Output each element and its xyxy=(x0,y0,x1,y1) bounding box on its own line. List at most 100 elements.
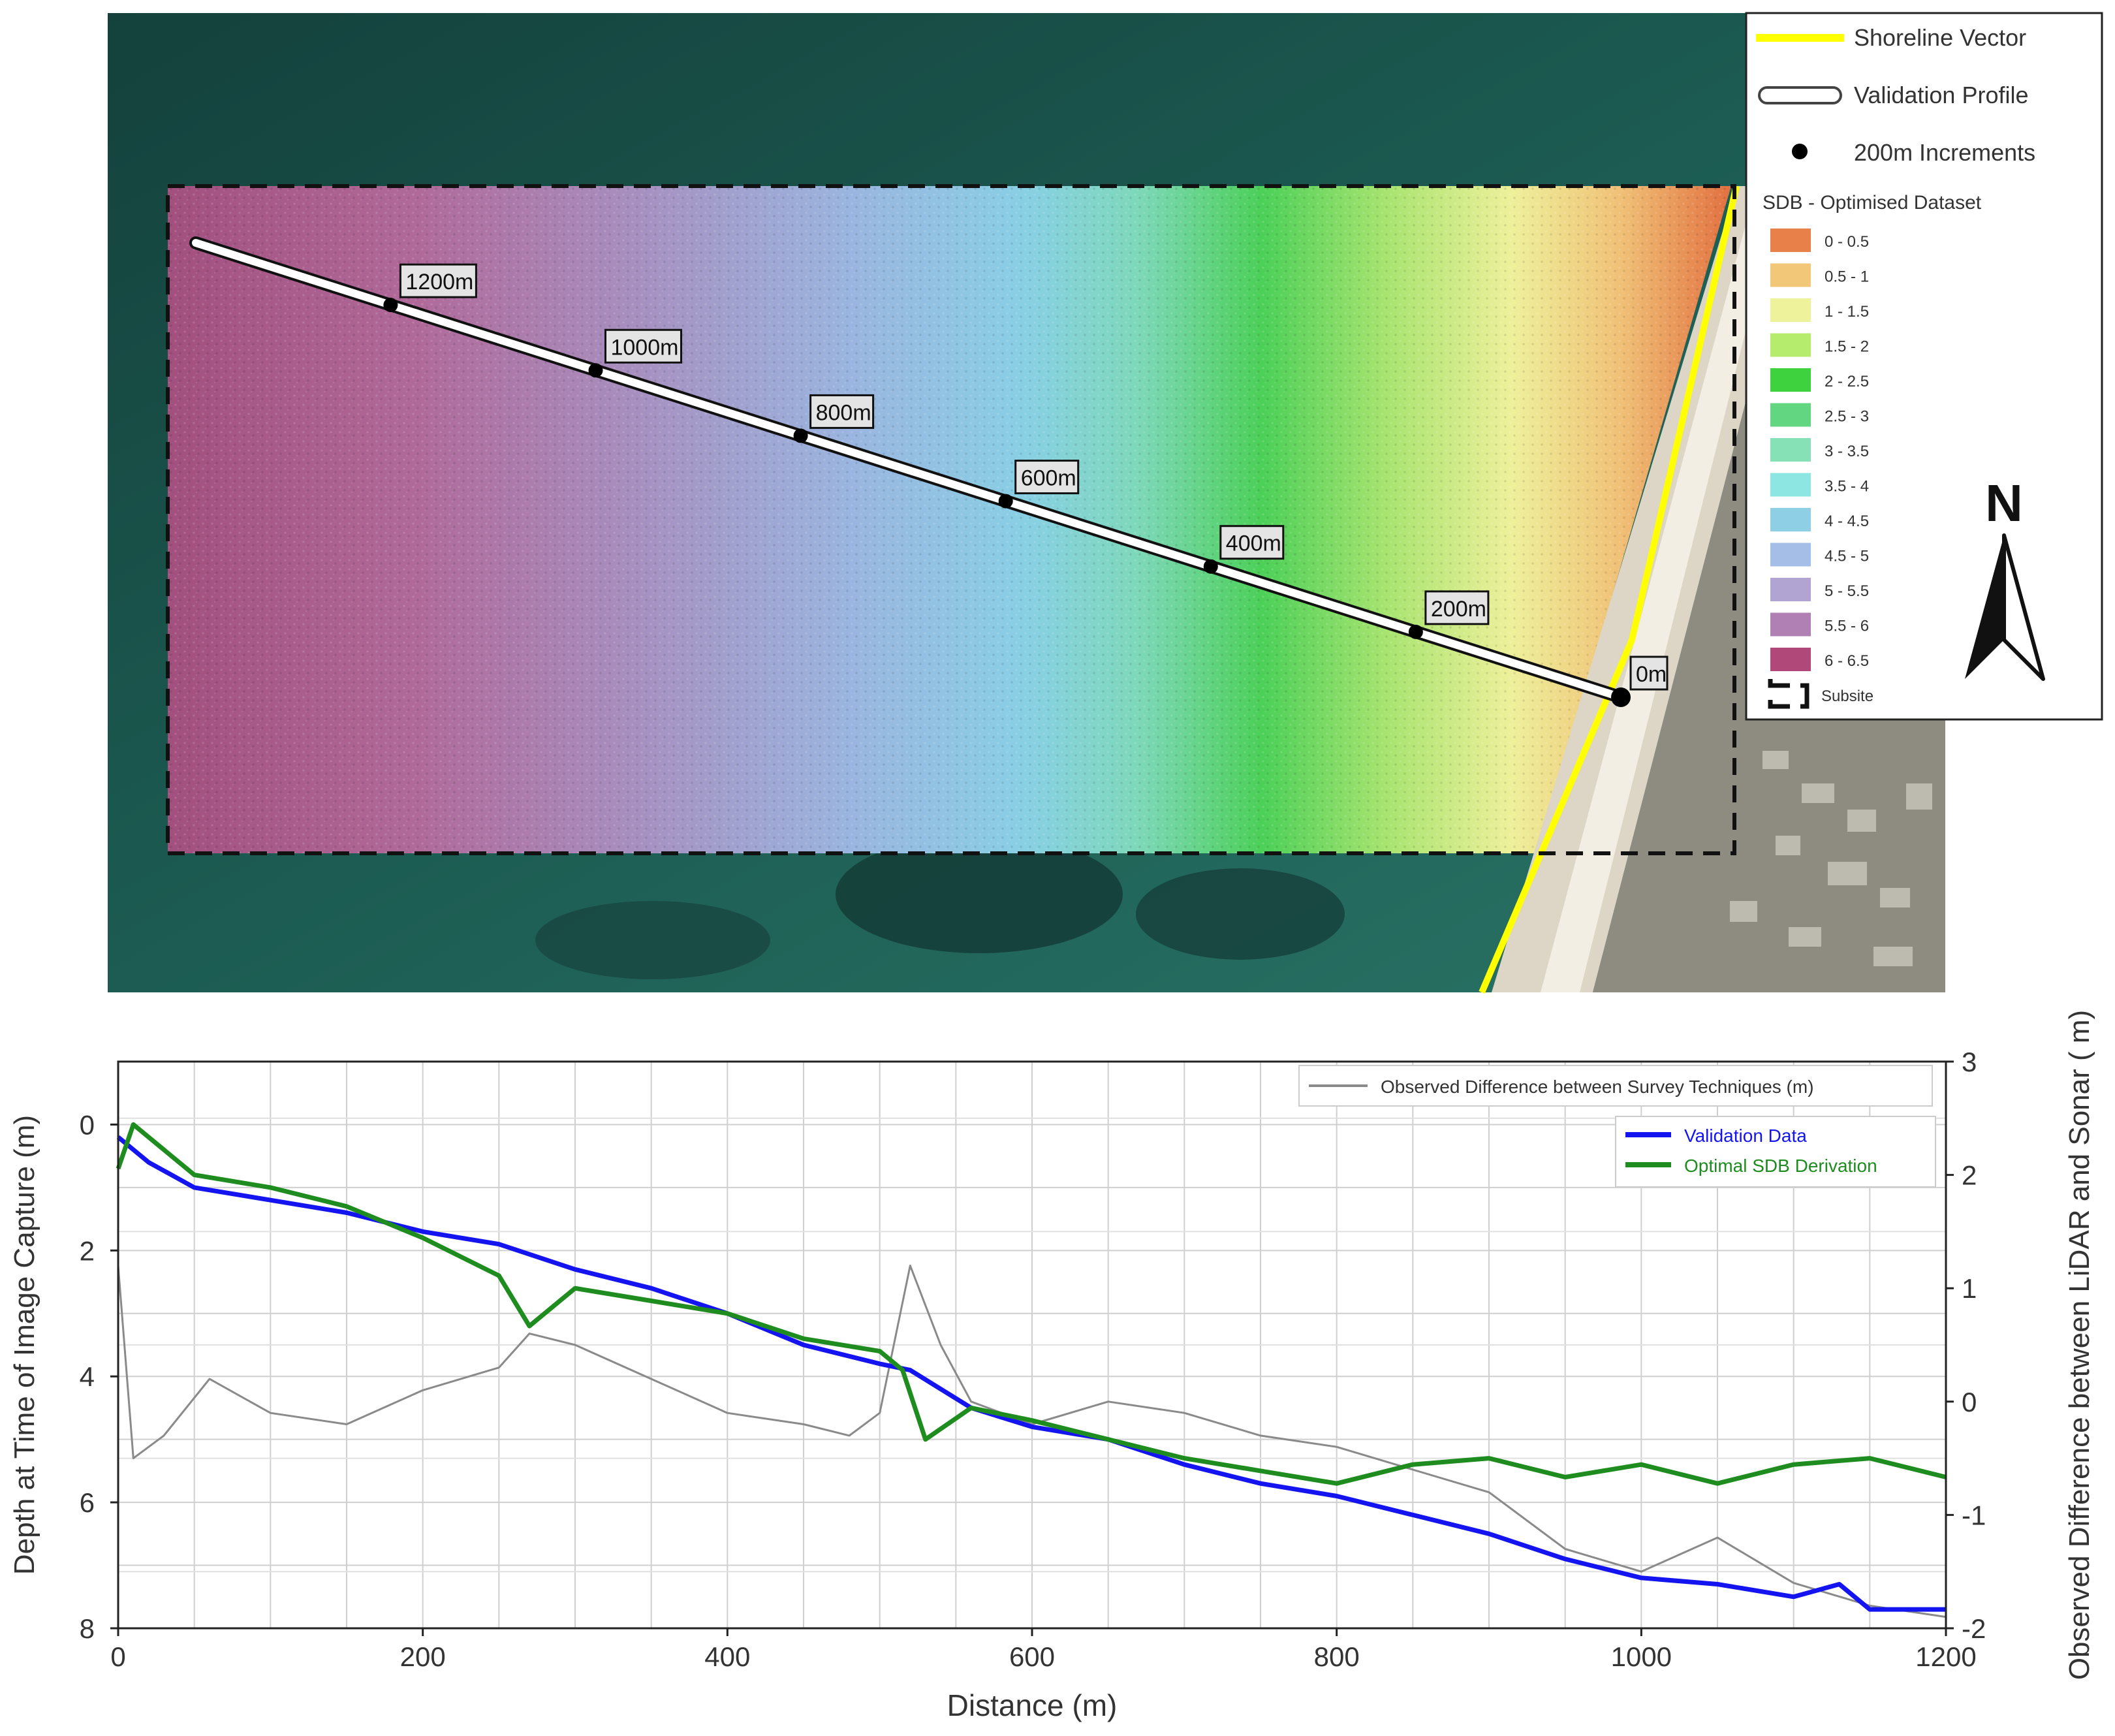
legend-sdb-label: Optimal SDB Derivation xyxy=(1684,1156,1877,1176)
y-left-tick-label: 8 xyxy=(80,1613,95,1644)
marker-label: 1200m xyxy=(405,270,473,294)
north-arrow-icon xyxy=(1965,533,2045,681)
legend-class-swatch xyxy=(1770,229,1811,252)
legend-class-label: 0.5 - 1 xyxy=(1825,268,1869,286)
increment-marker xyxy=(1408,624,1423,639)
north-arrow: N xyxy=(1965,474,2045,681)
marker-label: 200m xyxy=(1431,597,1486,622)
legend-class-swatch xyxy=(1770,403,1811,427)
reef-patch xyxy=(836,836,1123,953)
legend-class-label: 3.5 - 4 xyxy=(1825,478,1869,496)
north-label: N xyxy=(1985,474,2023,532)
increment-marker xyxy=(998,494,1013,509)
legend-class-label: 1.5 - 2 xyxy=(1825,338,1869,356)
legend-class-label: 2.5 - 3 xyxy=(1825,408,1869,426)
legend-increments-label: 200m Increments xyxy=(1854,139,2035,166)
buildings xyxy=(1730,751,1932,966)
validation-profile xyxy=(192,239,1625,701)
legend-extent-label: Subsite xyxy=(1821,687,1873,705)
legend-top-box xyxy=(1298,1065,1933,1107)
legend-class-swatch xyxy=(1770,508,1811,531)
legend-class-swatch xyxy=(1770,438,1811,462)
marker-label-box xyxy=(1424,590,1490,625)
legend-extent-swatch xyxy=(1768,679,1810,709)
legend-class-swatch xyxy=(1770,263,1811,287)
reef-patch xyxy=(535,901,770,979)
marker-label-box xyxy=(1219,525,1285,560)
legend-main-box xyxy=(1615,1116,1936,1188)
increment-marker xyxy=(588,363,603,378)
legend-dataset-title: SDB - Optimised Dataset xyxy=(1762,192,1982,213)
legend-class-swatch xyxy=(1770,612,1811,637)
increment-marker xyxy=(1203,559,1218,574)
y-right-tick-label: 2 xyxy=(1962,1160,1977,1191)
legend-class-label: 5 - 5.5 xyxy=(1825,582,1869,600)
marker-label-box xyxy=(1014,460,1080,495)
marker-label: 400m xyxy=(1226,531,1281,556)
legend-class-label: 3 - 3.5 xyxy=(1825,443,1869,460)
y-left-tick-label: 6 xyxy=(80,1487,95,1518)
legend-class-swatch xyxy=(1770,333,1811,357)
legend-main: Validation Data Optimal SDB Derivation xyxy=(1615,1116,1936,1188)
legend-class-swatch xyxy=(1770,368,1811,392)
y-right-tick-label: 1 xyxy=(1962,1273,1977,1304)
y-left-tick-label: 4 xyxy=(80,1361,95,1392)
y-left-tick-label: 0 xyxy=(80,1109,95,1140)
shoreline-vector xyxy=(1479,185,1740,994)
legend-validation-label: Validation Data xyxy=(1684,1126,1807,1146)
legend-class-label: 4 - 4.5 xyxy=(1825,513,1869,530)
legend-top: Observed Difference between Survey Techn… xyxy=(1298,1065,1933,1107)
y-right-tick-label: -1 xyxy=(1962,1500,1986,1530)
marker-label-box xyxy=(1629,655,1668,691)
x-tick-label: 600 xyxy=(1009,1641,1055,1672)
marker-label-box xyxy=(809,394,875,429)
marker-label: 800m xyxy=(816,400,871,425)
legend-class-swatch xyxy=(1770,543,1811,567)
x-tick-label: 200 xyxy=(400,1641,446,1672)
y-axis-left-label: Depth at Time of Image Capture (m) xyxy=(8,1115,40,1575)
x-tick-label: 0 xyxy=(110,1641,125,1672)
reef-patch xyxy=(1136,868,1345,960)
legend-class-label: 2 - 2.5 xyxy=(1825,373,1869,390)
legend-class-swatch xyxy=(1770,473,1811,497)
marker-label-box xyxy=(604,328,682,364)
beach-sand xyxy=(1541,186,1782,992)
legend-class-swatch xyxy=(1770,578,1811,601)
x-axis-label: Distance (m) xyxy=(947,1688,1118,1722)
series-sdb-line xyxy=(116,1122,1947,1486)
legend-top-label: Observed Difference between Survey Techn… xyxy=(1381,1077,1814,1097)
subsite-extent xyxy=(166,184,1736,855)
increment-marker xyxy=(793,428,808,443)
y-left-tick-label: 2 xyxy=(80,1235,95,1266)
marker-label: 0m xyxy=(1636,662,1667,687)
legend-profile-label: Validation Profile xyxy=(1854,82,2029,108)
y-right-tick-label: 0 xyxy=(1962,1387,1977,1417)
marker-label: 1000m xyxy=(610,335,678,360)
series-difference-line xyxy=(117,1265,1947,1618)
legend-class-label: 4.5 - 5 xyxy=(1825,548,1869,565)
increment-marker xyxy=(383,298,398,313)
x-tick-label: 1000 xyxy=(1611,1641,1672,1672)
legend-class-label: 5.5 - 6 xyxy=(1825,618,1869,635)
legend-class-label: 6 - 6.5 xyxy=(1825,652,1869,670)
x-tick-label: 1200 xyxy=(1915,1641,1976,1672)
y-right-tick-label: -2 xyxy=(1962,1613,1986,1644)
legend-increment-swatch xyxy=(1792,144,1808,159)
legend-class-label: 1 - 1.5 xyxy=(1825,303,1869,321)
marker-label: 600m xyxy=(1021,466,1076,491)
x-tick-label: 400 xyxy=(704,1641,750,1672)
legend-shoreline-label: Shoreline Vector xyxy=(1854,24,2026,51)
map-legend: Shoreline Vector Validation Profile 200m… xyxy=(1745,12,2103,721)
legend-profile-swatch xyxy=(1758,86,1842,104)
y-axis-right-label: Observed Difference between LiDAR and So… xyxy=(2063,1010,2095,1680)
legend-class-swatch xyxy=(1770,648,1811,671)
legend-class-label: 0 - 0.5 xyxy=(1825,233,1869,251)
y-right-tick-label: 3 xyxy=(1962,1047,1977,1077)
legend-box xyxy=(1745,12,2103,721)
x-tick-label: 800 xyxy=(1314,1641,1360,1672)
marker-label-box xyxy=(399,263,477,298)
legend-class-swatch xyxy=(1770,298,1811,322)
increment-marker xyxy=(1611,687,1631,707)
